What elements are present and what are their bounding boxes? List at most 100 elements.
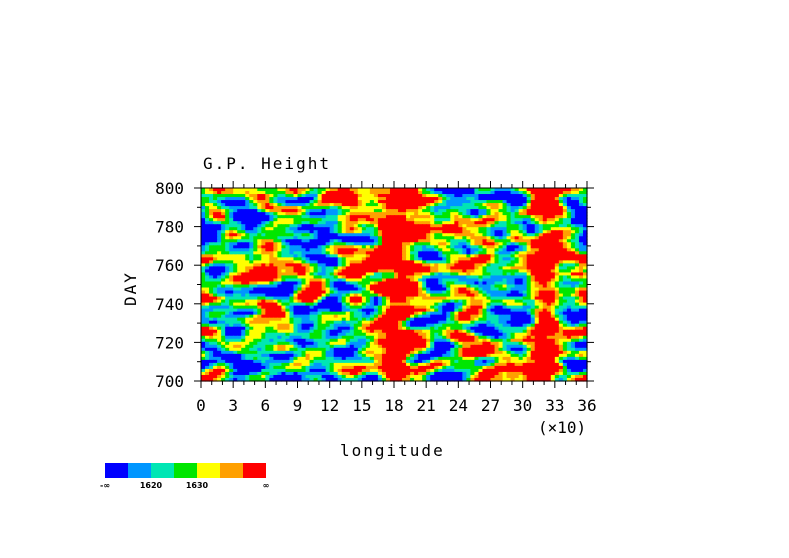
heatmap-cell [462,197,467,201]
heatmap-cell [365,257,371,261]
heatmap-cell [313,227,319,231]
heatmap-cell [233,332,238,337]
heatmap-cell [470,290,476,295]
heatmap-cell [578,290,584,295]
heatmap-cell [321,302,327,307]
heatmap-cell [582,200,588,204]
heatmap-cell [261,332,266,337]
heatmap-cell [325,290,331,295]
heatmap-cell [426,332,431,337]
heatmap-cell [309,242,315,246]
heatmap-cell [518,290,524,295]
heatmap-cell [466,308,471,313]
heatmap-cell [257,218,262,222]
heatmap-cell [309,191,315,195]
heatmap-cell [273,278,278,283]
heatmap-cell [317,248,323,252]
heatmap-cell [353,236,359,240]
heatmap-cell [309,194,315,198]
heatmap-cell [510,290,516,295]
heatmap-cell [518,194,524,198]
heatmap-cell [253,287,258,292]
heatmap-cell [273,263,278,268]
heatmap-cell [546,206,552,210]
heatmap-cell [406,287,411,292]
heatmap-cell [402,257,407,261]
heatmap-cell [321,257,327,261]
heatmap-cell [534,272,540,277]
heatmap-cell [458,296,463,301]
heatmap-cell [482,251,488,255]
heatmap-cell [249,338,254,343]
heatmap-cell [442,203,447,207]
heatmap-cell [578,239,584,243]
heatmap-cell [237,269,242,274]
heatmap-cell [474,293,480,298]
heatmap-cell [357,230,363,234]
heatmap-cell [566,326,572,331]
heatmap-cell [418,320,423,325]
heatmap-cell [277,329,283,334]
heatmap-cell [514,209,520,213]
heatmap-cell [333,260,339,264]
heatmap-cell [337,224,343,228]
heatmap-cell [329,227,335,231]
heatmap-cell [410,311,415,316]
heatmap-cell [478,230,484,234]
heatmap-cell [313,242,319,246]
heatmap-cell [538,335,544,340]
heatmap-cell [345,191,351,195]
heatmap-cell [317,203,323,207]
heatmap-cell [269,248,274,252]
heatmap-cell [558,275,564,280]
heatmap-cell [249,260,254,264]
heatmap-cell [430,212,435,216]
heatmap-cell [410,209,415,213]
heatmap-cell [369,197,375,201]
heatmap-cell [253,335,258,340]
heatmap-cell [217,305,222,310]
heatmap-cell [241,263,246,268]
heatmap-cell [269,227,274,231]
heatmap-cell [253,188,258,192]
heatmap-cell [446,200,451,204]
heatmap-cell [438,257,443,261]
heatmap-cell [478,209,484,213]
heatmap-cell [442,311,447,316]
heatmap-cell [534,320,540,325]
heatmap-cell [269,206,274,210]
heatmap-cell [434,251,439,255]
heatmap-cell [373,320,379,325]
heatmap-cell [426,266,431,271]
heatmap-cell [474,257,480,261]
heatmap-cell [353,266,359,271]
heatmap-cell [498,191,504,195]
heatmap-cell [530,314,536,319]
heatmap-cell [398,335,403,340]
heatmap-cell [285,236,291,240]
heatmap-cell [289,278,295,283]
heatmap-cell [273,191,278,195]
heatmap-cell [265,191,270,195]
heatmap-cell [321,332,327,337]
heatmap-cell [361,299,367,304]
heatmap-cell [538,296,544,301]
heatmap-cell [414,308,419,313]
heatmap-cell [482,329,488,334]
heatmap-cell [349,299,355,304]
heatmap-cell [305,290,311,295]
heatmap-cell [305,236,311,240]
heatmap-cell [582,218,588,222]
heatmap-cell [313,332,319,337]
heatmap-cell [333,302,339,307]
heatmap-cell [434,311,439,316]
heatmap-cell [309,341,315,346]
heatmap-cell [261,188,266,192]
heatmap-cell [538,305,544,310]
heatmap-cell [490,329,496,334]
heatmap-cell [534,287,540,292]
heatmap-cell [357,209,363,213]
heatmap-cell [474,338,480,343]
heatmap-cell [434,326,439,331]
